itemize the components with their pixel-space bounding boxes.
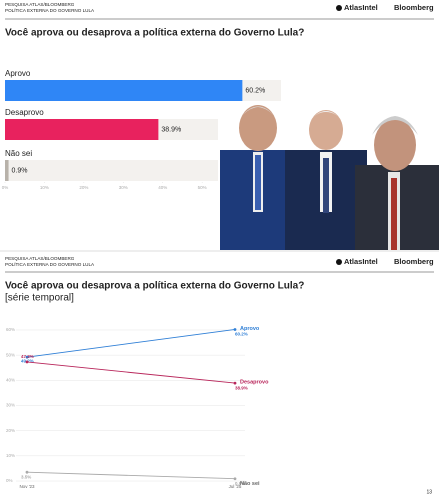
value-label: 3.5%: [21, 474, 31, 479]
brand: Bloomberg: [394, 257, 434, 266]
y-tick-label: 30%: [6, 403, 15, 408]
point: [25, 360, 29, 364]
bar-track: [5, 160, 281, 181]
chart-title: Você aprova ou desaprova a política exte…: [5, 28, 304, 39]
topic: POLÍTICA EXTERNA DO GOVERNO LULA: [5, 7, 95, 13]
x-tick-label: Nov '23: [19, 484, 35, 489]
line: [26, 471, 236, 480]
topic: POLÍTICA EXTERNA DO GOVERNO LULA: [5, 261, 95, 267]
survey: PESQUISA ATLAS/BLOOMBERG: [5, 2, 75, 7]
point: [233, 328, 237, 331]
y-tick-label: 20%: [6, 428, 15, 433]
photo: [218, 105, 439, 250]
series-label: Aprovo: [240, 326, 260, 332]
chart-subtitle: [série temporal]: [5, 293, 74, 304]
chart-title: Você aprova ou desaprova a política exte…: [5, 281, 304, 292]
value-label: 60.2%: [245, 87, 265, 94]
brand: AtlasIntel: [344, 3, 378, 12]
x-tick-label: 10%: [40, 185, 49, 190]
point: [25, 355, 29, 359]
y-tick-label: 50%: [6, 352, 15, 357]
page-number: 13: [426, 489, 432, 495]
x-tick-label: Jul '25: [229, 484, 242, 489]
value-label: 47.3%: [21, 354, 34, 359]
point: [233, 477, 237, 481]
x-tick-label: 40%: [158, 185, 167, 190]
x-tick-label: 50%: [198, 185, 207, 190]
value-label: 38.9%: [161, 126, 181, 133]
point: [233, 381, 237, 385]
bar: [5, 119, 159, 140]
brand: AtlasIntel: [344, 257, 378, 266]
survey: PESQUISA ATLAS/BLOOMBERG: [5, 256, 75, 261]
value-label: 60.2%: [235, 332, 248, 337]
y-tick-label: 0%: [6, 478, 13, 483]
series-label: Não sei: [240, 481, 260, 487]
logo-icon: [336, 5, 342, 11]
x-tick-label: 30%: [119, 185, 128, 190]
brand: Bloomberg: [394, 3, 434, 12]
bar: [5, 80, 243, 101]
y-tick-label: 40%: [6, 378, 15, 383]
x-tick-label: 0%: [2, 185, 9, 190]
value-label: 0.9%: [12, 167, 28, 174]
logo-icon: [336, 259, 342, 265]
category-label: Desaprovo: [5, 108, 44, 117]
category-label: Não sei: [5, 149, 32, 158]
category-label: Aprovo: [5, 69, 31, 78]
series-label: Desaprovo: [240, 380, 269, 386]
line: [26, 329, 236, 358]
x-tick-label: 20%: [79, 185, 88, 190]
bar: [5, 160, 9, 181]
y-tick-label: 10%: [6, 453, 15, 458]
point: [25, 470, 29, 474]
y-tick-label: 60%: [6, 327, 15, 332]
value-label: 0.9%: [235, 481, 245, 486]
line: [26, 361, 236, 384]
value-label: 38.9%: [235, 385, 248, 390]
